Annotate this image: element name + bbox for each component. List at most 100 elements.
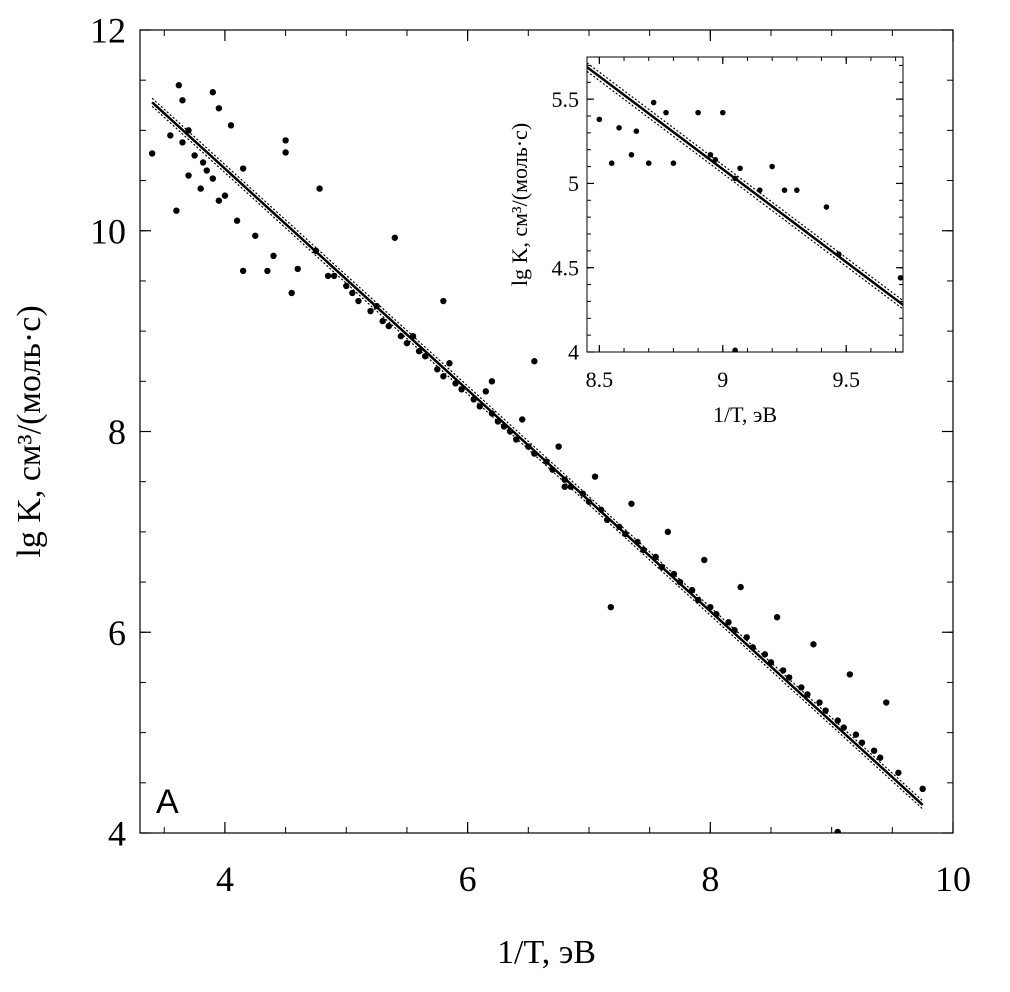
x-axis-title: 1/T, эВ — [713, 402, 777, 427]
data-point — [737, 165, 743, 172]
data-point — [773, 613, 781, 621]
data-point — [173, 207, 180, 214]
data-point — [840, 724, 847, 731]
y-tick-label: 5 — [568, 171, 579, 196]
data-point — [482, 388, 490, 395]
data-point — [712, 157, 719, 163]
data-point — [330, 272, 338, 280]
data-point — [167, 132, 174, 139]
data-point — [634, 538, 641, 546]
data-point — [688, 586, 696, 594]
data-point — [379, 317, 386, 325]
data-point — [403, 339, 411, 347]
confidence-band-line — [151, 97, 924, 802]
data-point — [343, 282, 350, 290]
data-point — [531, 450, 538, 457]
data-point — [608, 160, 615, 166]
data-point — [603, 516, 611, 524]
data-point — [823, 204, 830, 210]
plot-area — [148, 82, 926, 833]
data-point — [519, 416, 526, 423]
y-tick-label: 5.5 — [552, 87, 580, 112]
data-point — [785, 674, 793, 681]
data-point — [476, 403, 483, 410]
data-point — [543, 458, 550, 465]
y-tick-label: 10 — [90, 211, 126, 251]
data-point — [488, 410, 496, 417]
x-tick-label: 9.5 — [832, 367, 860, 392]
data-point — [658, 563, 665, 571]
data-point — [769, 163, 775, 170]
data-point — [185, 172, 192, 179]
data-point — [591, 473, 599, 480]
data-point — [633, 128, 640, 134]
data-point — [385, 322, 392, 330]
data-point — [596, 116, 603, 123]
data-point — [695, 109, 701, 116]
data-point — [452, 380, 459, 387]
data-point — [312, 247, 320, 255]
data-point — [670, 570, 678, 578]
data-point — [355, 297, 362, 305]
data-point — [270, 252, 277, 260]
data-point — [525, 443, 532, 450]
data-point — [798, 684, 805, 691]
data-point — [597, 506, 605, 513]
data-point — [199, 159, 207, 166]
confidence-band-line — [587, 70, 903, 310]
data-point — [179, 97, 186, 104]
data-point — [500, 423, 508, 430]
data-point — [227, 122, 235, 129]
data-point — [749, 644, 756, 651]
data-point — [816, 699, 823, 706]
data-point — [397, 332, 405, 340]
data-point — [652, 553, 659, 561]
data-point — [781, 187, 788, 193]
data-point — [870, 747, 878, 754]
plot-area — [587, 62, 903, 352]
data-point — [440, 297, 447, 305]
data-point — [294, 265, 301, 273]
y-axis-title: lg K, см³/(моль·с) — [11, 305, 48, 557]
y-tick-label: 8 — [108, 412, 126, 452]
data-point — [810, 641, 817, 648]
data-point — [282, 149, 289, 156]
panel-label: A — [156, 783, 179, 821]
data-point — [897, 275, 903, 281]
data-point — [732, 347, 738, 352]
data-point — [531, 358, 538, 365]
y-axis-title: lg K, см³/(моль·с) — [507, 123, 532, 286]
data-point — [506, 428, 514, 435]
data-point — [252, 232, 259, 239]
data-point — [288, 289, 295, 297]
data-point — [701, 556, 708, 564]
data-point — [494, 418, 502, 425]
confidence-band-line — [587, 62, 903, 302]
data-point — [175, 82, 183, 89]
data-point — [185, 127, 192, 134]
data-point — [919, 785, 926, 793]
y-tick-label: 4 — [568, 340, 579, 365]
data-point — [852, 731, 860, 738]
data-point — [757, 187, 763, 193]
data-point — [719, 109, 726, 116]
data-point — [179, 139, 186, 146]
data-point — [836, 251, 842, 258]
data-point — [707, 603, 714, 611]
data-point — [148, 150, 156, 157]
x-tick-label: 9 — [717, 367, 728, 392]
data-point — [645, 160, 652, 166]
data-point — [349, 289, 356, 297]
data-point — [221, 192, 229, 199]
data-point — [239, 165, 247, 172]
confidence-band-line — [151, 105, 924, 810]
data-point — [628, 151, 635, 158]
data-point — [409, 332, 417, 340]
data-point — [421, 353, 429, 360]
data-point — [834, 717, 841, 724]
data-point — [316, 185, 323, 192]
data-point — [434, 366, 441, 373]
data-point — [794, 187, 800, 193]
data-point — [767, 659, 775, 666]
